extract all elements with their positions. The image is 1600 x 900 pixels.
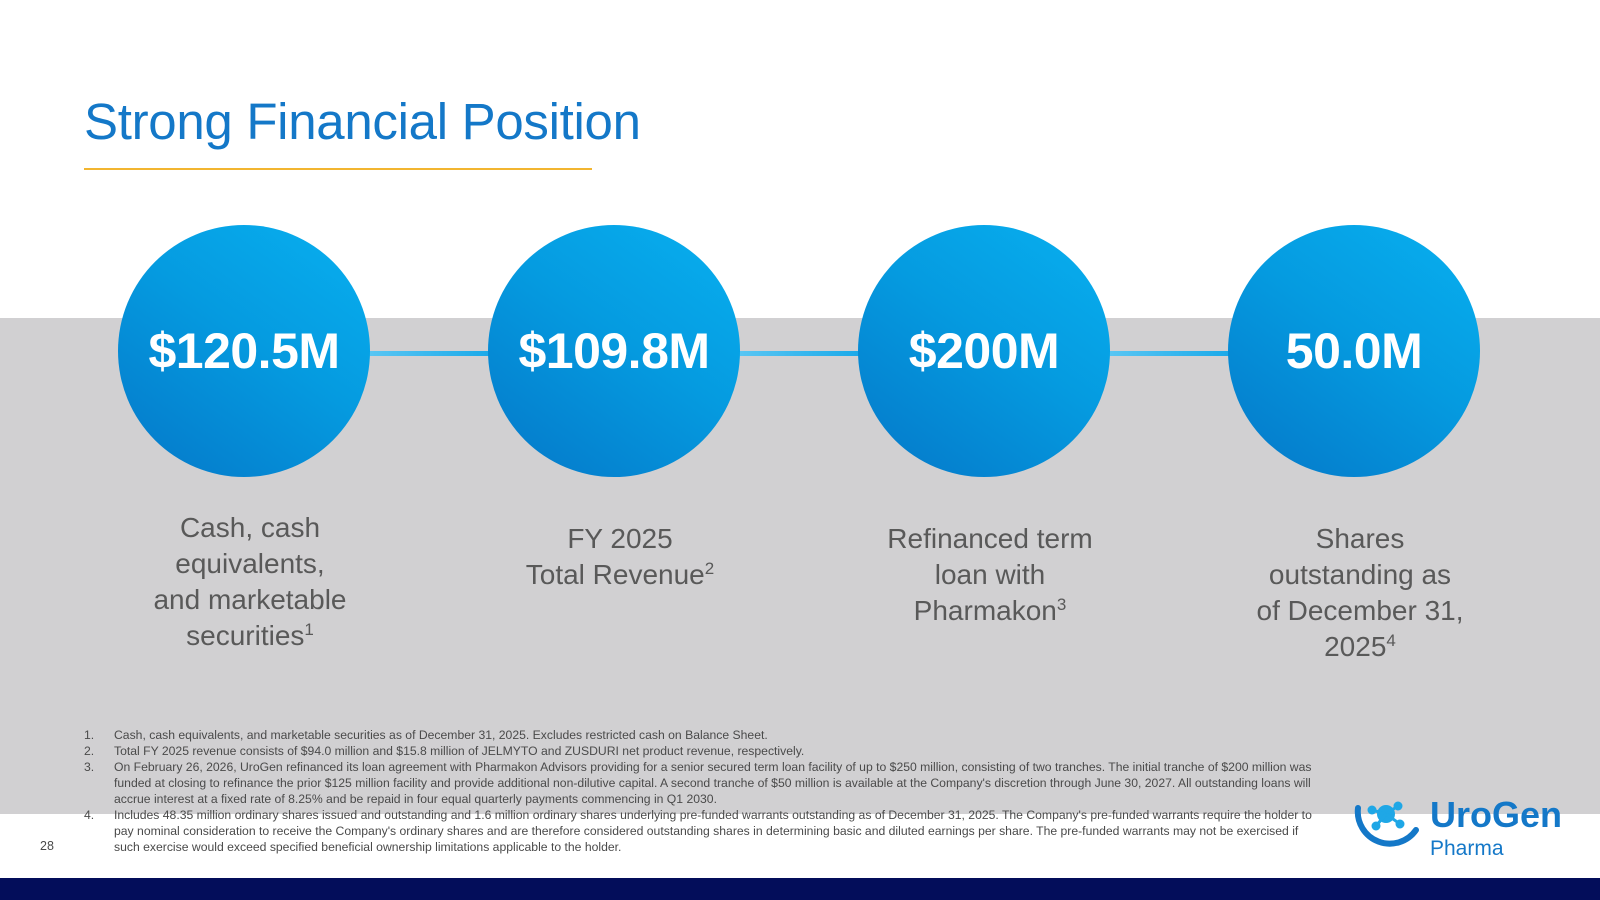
logo-mark-icon: [1354, 801, 1419, 847]
metric-circle-shares: 50.0M: [1228, 225, 1480, 477]
caption-line: of December 31,: [1256, 595, 1464, 626]
page-number: 28: [40, 839, 54, 853]
logo-subtitle: Pharma: [1430, 837, 1504, 860]
metric-caption-cash: Cash, cash equivalents, and marketable s…: [100, 510, 400, 654]
metric-value: $120.5M: [148, 323, 340, 379]
connector-line: [1100, 351, 1240, 356]
metric-value: $109.8M: [518, 323, 710, 379]
footnote-text: Includes 48.35 million ordinary shares i…: [114, 808, 1312, 854]
caption-line: Shares: [1315, 523, 1405, 554]
logo-wordmark: UroGen: [1430, 800, 1563, 835]
metric-circle-revenue: $109.8M: [488, 225, 740, 477]
caption-line: Pharmakon: [913, 595, 1057, 626]
caption-line: 2025: [1324, 631, 1387, 662]
footnote-item: 4. Includes 48.35 million ordinary share…: [84, 807, 1314, 855]
footnote-ref: 4: [1386, 631, 1396, 650]
footnote-ref: 3: [1056, 595, 1067, 614]
caption-line: equivalents,: [175, 548, 325, 579]
metric-circle-term-loan: $200M: [858, 225, 1110, 477]
footnote-text: Cash, cash equivalents, and marketable s…: [114, 728, 768, 742]
caption-line: Total Revenue: [525, 559, 705, 590]
slide-title: Strong Financial Position: [84, 93, 641, 150]
caption-line: Cash, cash: [179, 512, 321, 543]
footnotes-list: 1. Cash, cash equivalents, and marketabl…: [84, 727, 1314, 855]
connector-line: [730, 351, 870, 356]
footnote-number: 1.: [84, 728, 95, 742]
footnote-number: 3.: [84, 760, 95, 774]
footnote-number: 2.: [84, 744, 95, 758]
metric-value: $200M: [908, 323, 1060, 379]
caption-line: FY 2025: [567, 523, 673, 554]
company-logo: UroGen Pharma: [1352, 800, 1572, 862]
metric-caption-revenue: FY 2025 Total Revenue2: [470, 521, 770, 593]
metric-value: 50.0M: [1285, 323, 1423, 379]
footnote-item: 3. On February 26, 2026, UroGen refinanc…: [84, 759, 1314, 807]
metric-circle-cash: $120.5M: [118, 225, 370, 477]
footnote-text: On February 26, 2026, UroGen refinanced …: [114, 760, 1312, 806]
caption-line: Refinanced term: [887, 523, 1093, 554]
footnote-item: 1. Cash, cash equivalents, and marketabl…: [84, 727, 1314, 743]
footnote-ref: 1: [304, 620, 314, 639]
footer-bar: [0, 878, 1600, 900]
caption-line: outstanding as: [1268, 559, 1452, 590]
footnote-item: 2. Total FY 2025 revenue consists of $94…: [84, 743, 1314, 759]
title-underline: [84, 168, 592, 170]
caption-line: loan with: [934, 559, 1046, 590]
caption-line: and marketable: [153, 584, 347, 615]
footnote-number: 4.: [84, 808, 95, 822]
footnote-ref: 2: [704, 559, 715, 578]
connector-line: [360, 351, 500, 356]
metric-caption-shares: Shares outstanding as of December 31, 20…: [1210, 521, 1510, 665]
metric-caption-term-loan: Refinanced term loan with Pharmakon3: [840, 521, 1140, 629]
caption-line: securities: [186, 620, 305, 651]
footnote-text: Total FY 2025 revenue consists of $94.0 …: [114, 744, 805, 758]
